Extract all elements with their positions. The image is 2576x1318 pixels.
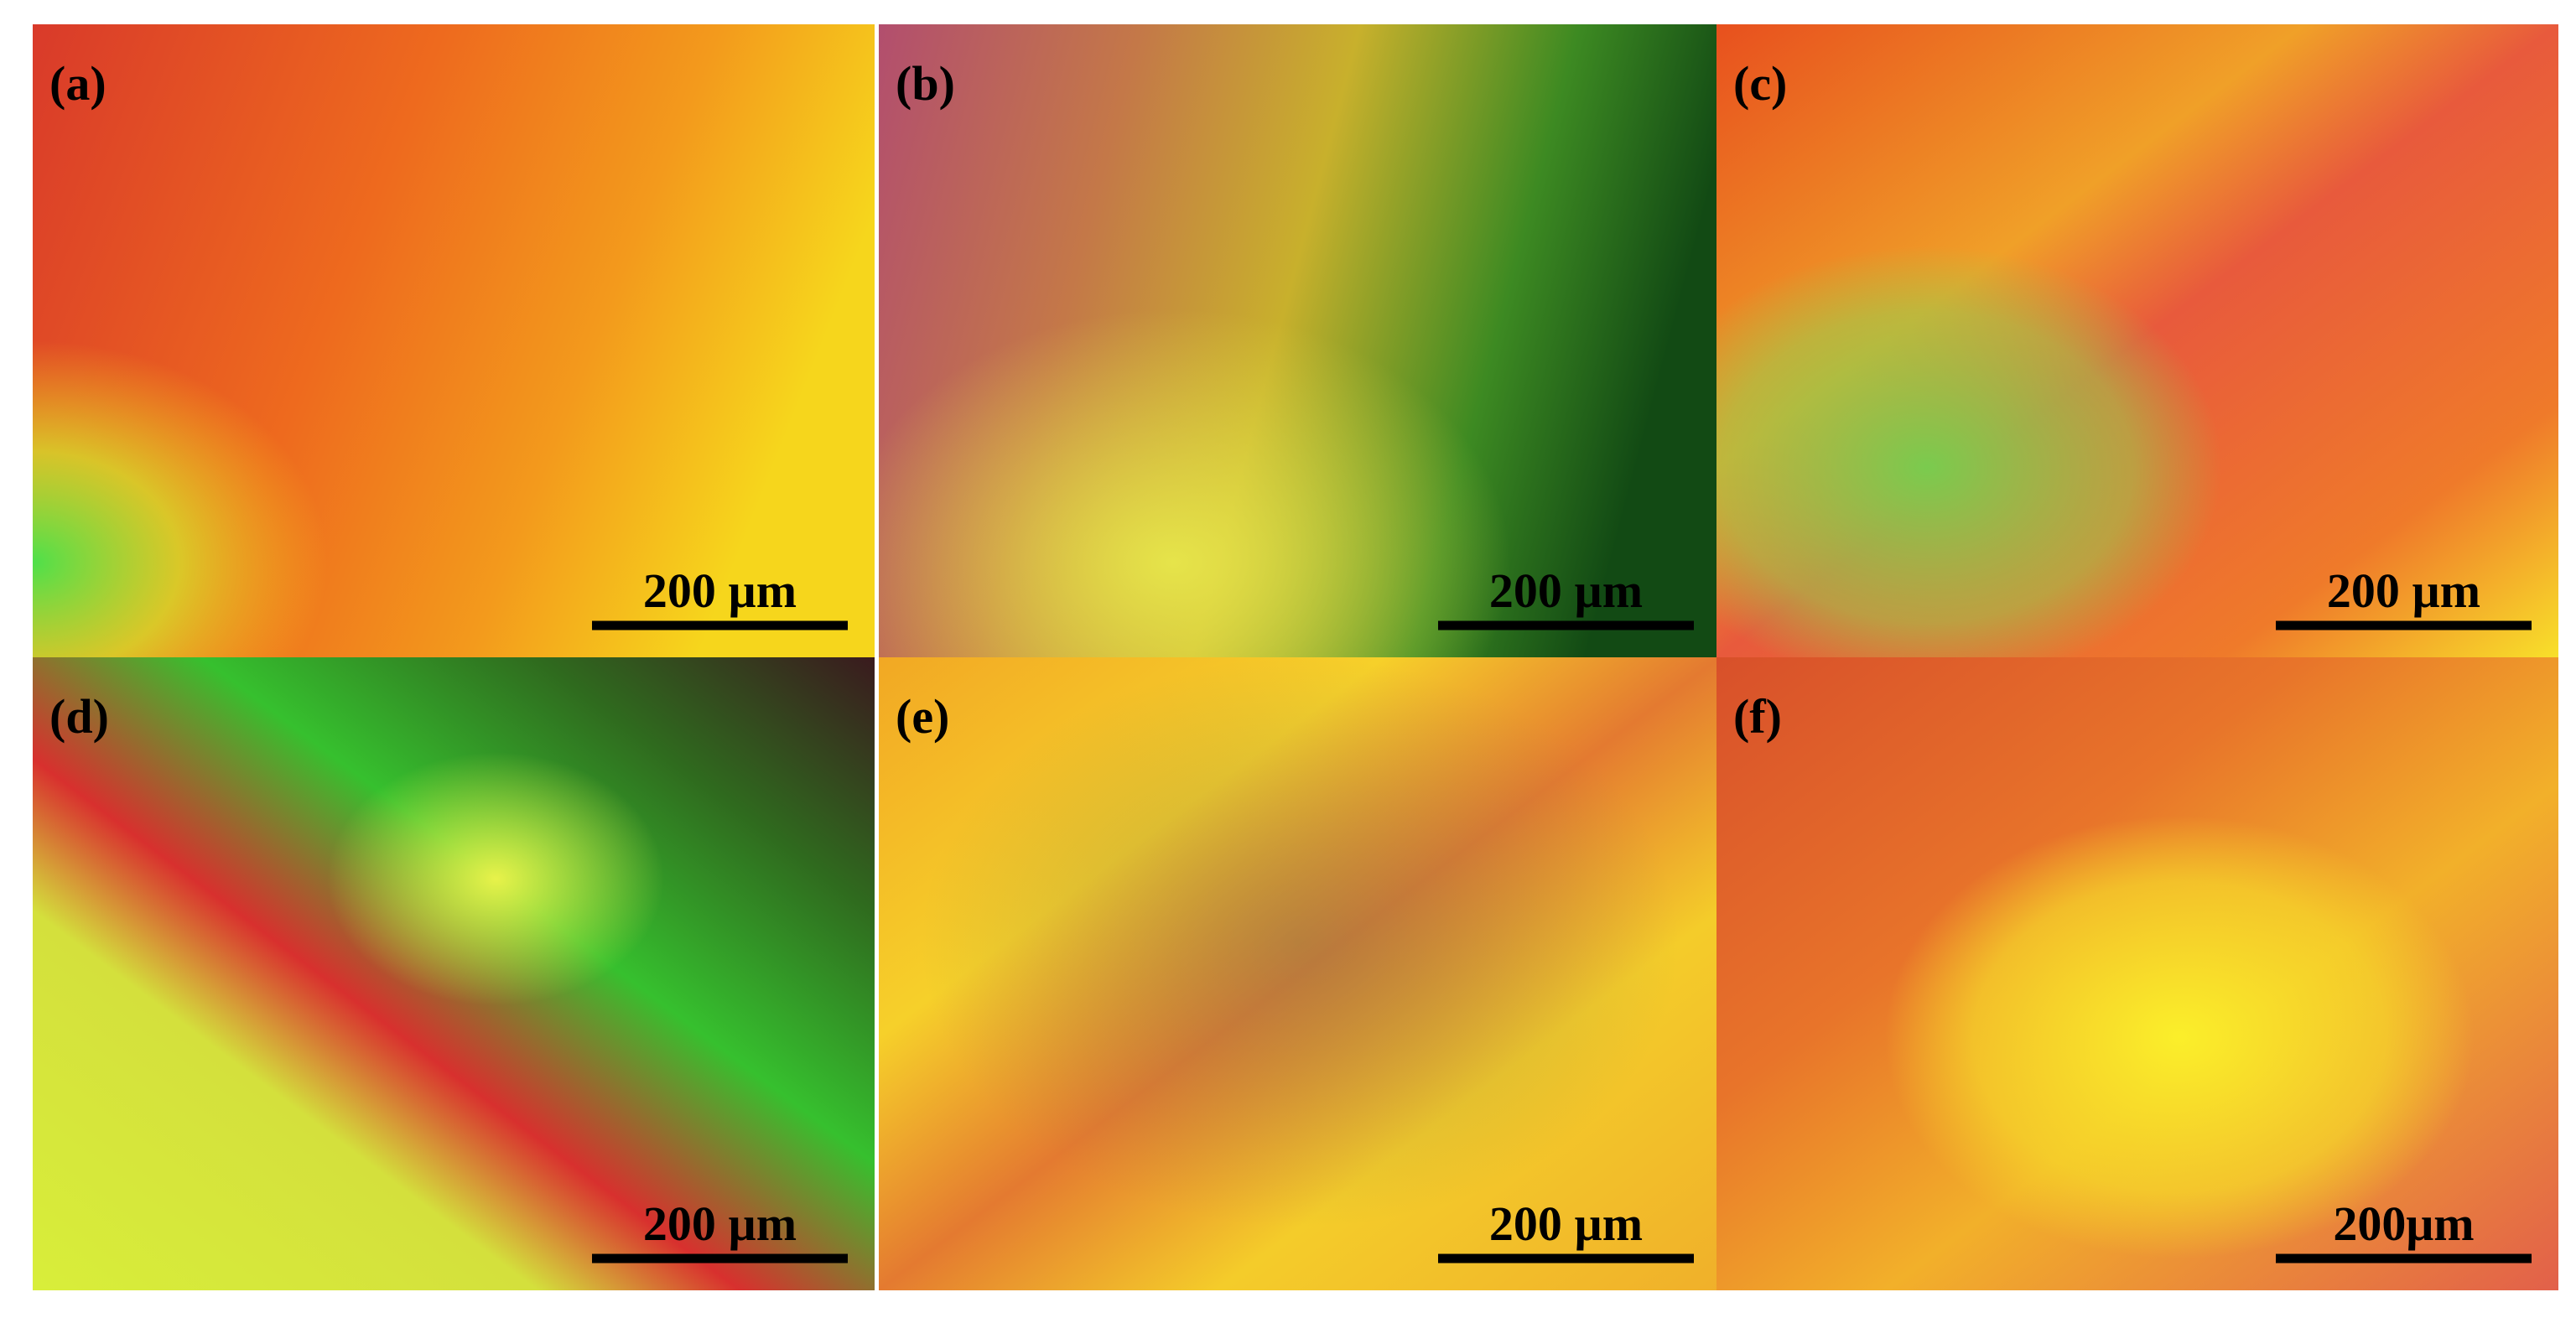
panel-label: (e) [896,689,949,744]
scale-bar-label: 200 µm [1489,563,1643,618]
micrograph-texture [33,24,875,657]
panel-label: (f) [1733,689,1782,744]
panel-label: (c) [1733,56,1787,111]
scale-bar-label: 200μm [2333,1196,2474,1251]
scale-bar-label: 200 µm [643,563,797,618]
panel-label: (b) [896,56,955,111]
panel-label: (a) [49,56,106,111]
micrograph-texture [1716,24,2558,657]
micrograph-panel: (c) 200 µm [1716,24,2558,657]
scale-bar-label: 200 µm [643,1196,797,1251]
panel-label: (d) [49,689,109,744]
micrograph-texture [879,657,1721,1290]
micrograph-texture [1716,657,2558,1290]
micrograph-panel: (f) 200μm [1716,657,2558,1290]
scale-bar-label: 200 µm [2327,563,2480,618]
scale-bar-label: 200 µm [1489,1196,1643,1251]
micrograph-panel: (d) 200 µm [33,657,875,1290]
micrograph-panel: (e) 200 µm [879,657,1721,1290]
micrograph-texture [33,657,875,1290]
micrograph-texture [879,24,1721,657]
micrograph-panel: (b) 200 µm [879,24,1721,657]
micrograph-panel: (a) 200 µm [33,24,875,657]
